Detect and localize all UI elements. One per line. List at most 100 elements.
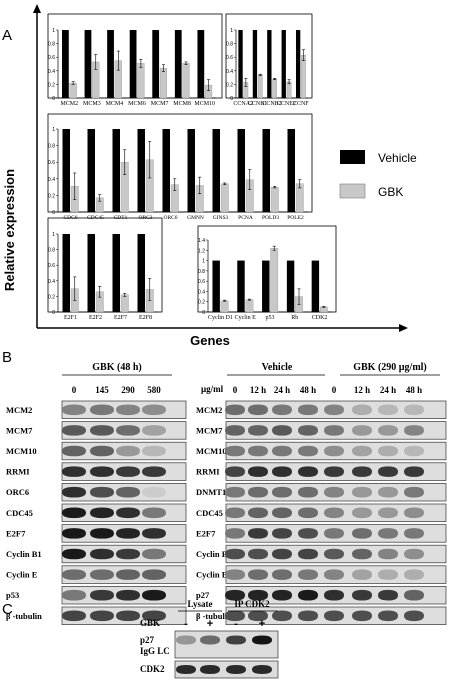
category-label: POLE2 <box>287 215 304 221</box>
blot-right-band <box>324 569 344 580</box>
y-tick-label: 1.4 <box>198 238 205 244</box>
blot-right-band <box>225 445 245 457</box>
blot-right-band <box>298 528 318 539</box>
blot-right-band <box>298 404 318 416</box>
blot-left-row: E2F7 <box>6 524 187 543</box>
blot-right-band <box>298 610 318 622</box>
category-label: MCM10 <box>194 101 215 107</box>
panel-c-band-cdk2 <box>176 665 196 674</box>
blot-right-row: E2F7 <box>196 524 447 543</box>
bar-vehicle <box>107 30 114 98</box>
category-label: GINS3 <box>213 215 229 221</box>
blot-left-lane-label: 145 <box>95 385 109 395</box>
category-label: CDK2 <box>312 315 328 321</box>
blot-right-band <box>378 486 398 498</box>
blot-left-band <box>142 610 166 622</box>
y-tick-label: 0.4 <box>198 289 205 295</box>
blot-right-row-label: Cyclin E <box>196 570 228 580</box>
bar-vehicle <box>237 260 245 312</box>
bar-gbk <box>286 81 292 99</box>
bar-gbk <box>137 63 145 99</box>
blot-left-row: MCM2 <box>6 400 187 419</box>
blot-left-band <box>142 466 166 477</box>
blot-right-band <box>248 528 268 539</box>
blot-left-band <box>62 507 86 519</box>
panel-c-row-label: p27 <box>140 635 155 645</box>
bar-charts: 0 0.2 0.4 0.6 0.8 1 MCM2 MCM3 MCM4 MCM6 MCM7 MCM8 MC… <box>47 13 337 321</box>
y-tick-label: 1 <box>202 259 205 265</box>
blot-left-lane-label: 0 <box>72 385 77 395</box>
bar-vehicle <box>174 30 182 98</box>
blot-right-band <box>378 507 398 519</box>
y-tick-label: 0.8 <box>48 248 55 254</box>
blot-right-band <box>248 610 268 622</box>
panel-label-c: C <box>2 601 13 618</box>
blot-left-row-label: Cyclin B1 <box>6 549 42 559</box>
bar-gbk <box>159 67 167 99</box>
blot-right-row-label: MCM10 <box>196 446 227 456</box>
y-tick-label: 0 <box>52 310 55 316</box>
blot-left-row-label: RRMI <box>6 467 30 477</box>
category-label: E2F2 <box>89 315 102 321</box>
bar-chart-4: 0 0.2 0.4 0.6 0.8 1 E2F1 E2F2 E2F7 E2F8 <box>47 217 163 321</box>
blot-left-band <box>62 589 86 601</box>
panel-c-lysate-label: Lysate <box>187 599 212 609</box>
blot-left-row: MCM10 <box>6 441 187 461</box>
blot-right-band <box>248 486 268 498</box>
blot-right-row: MCM10 <box>196 441 447 461</box>
bar-vehicle <box>62 30 69 98</box>
blot-left-lane-label: 580 <box>147 385 161 395</box>
blot-left-title: GBK (48 h) <box>92 362 141 373</box>
bar-gbk <box>257 74 263 99</box>
blot-left-band <box>90 548 114 560</box>
category-label: POLD3 <box>262 215 279 221</box>
blot-left-band <box>142 404 166 416</box>
bar-gbk <box>270 186 279 213</box>
y-axis-title: Relative expression <box>2 169 17 291</box>
blot-right-band <box>324 507 344 519</box>
blot-right-row: β -tubulin <box>196 606 447 625</box>
blot-right-row-label: β -tubulin <box>196 611 232 621</box>
bar-vehicle <box>262 260 270 312</box>
panel-c-band-cdk2 <box>200 665 220 674</box>
blot-left-row: ORC6 <box>6 483 187 502</box>
blot-right: 0 12 h 24 h 48 h 0 12 h 24 h 48 h MCM2 MCM7 MCM10 R… <box>196 385 447 625</box>
category-label: MCM4 <box>106 101 124 107</box>
blot-right-lane-label: 12 h <box>354 385 370 395</box>
blot-right-row-label: MCM7 <box>196 425 223 435</box>
panel-label-a: A <box>2 27 12 44</box>
panel-c-band-p27 <box>226 635 246 645</box>
blot-left-band <box>116 486 140 498</box>
blot-left-band <box>90 425 114 436</box>
category-label: CCNF <box>293 101 309 107</box>
blot-right-band <box>225 528 245 539</box>
blot-left-band <box>62 466 86 477</box>
y-tick-label: 0.2 <box>48 82 55 88</box>
blot-right-band <box>324 425 344 436</box>
bar-vehicle <box>62 129 70 212</box>
panel-c-sign: - <box>234 618 238 630</box>
bar-chart-5: 0 0.2 0.4 0.6 0.8 1 1.2 1.4 Cyclin D1 Cyclin E p53… <box>197 225 337 321</box>
blot-right-band <box>352 507 372 519</box>
blot-left-band <box>62 569 86 580</box>
blot-left-row: MCM7 <box>6 421 187 440</box>
blot-right-band <box>248 507 268 519</box>
blot-right-lane-label: 24 h <box>380 385 396 395</box>
blot-right-row-label: p27 <box>196 590 210 600</box>
blot-left-band <box>90 610 114 622</box>
blot-left: 0 145 290 580 MCM2 MCM7 MCM10 RRMI ORC6 CDC45 E2F7… <box>6 385 187 625</box>
blot-left-band <box>62 528 86 539</box>
blot-right-band <box>324 528 344 539</box>
blot-left-row: Cyclin B1 <box>6 544 187 564</box>
bar-vehicle <box>137 234 145 312</box>
blot-right-band <box>404 466 424 477</box>
blot-right-band <box>324 486 344 498</box>
blot-right-group-gbk: GBK (290 µg/ml) <box>353 362 427 373</box>
blot-right-band <box>272 404 292 416</box>
blot-right-band <box>248 569 268 580</box>
bar-vehicle <box>197 30 205 98</box>
blot-left-band <box>62 425 86 436</box>
legend-label-gbk: GBK <box>378 185 403 199</box>
panel-c-sign: - <box>184 618 188 630</box>
